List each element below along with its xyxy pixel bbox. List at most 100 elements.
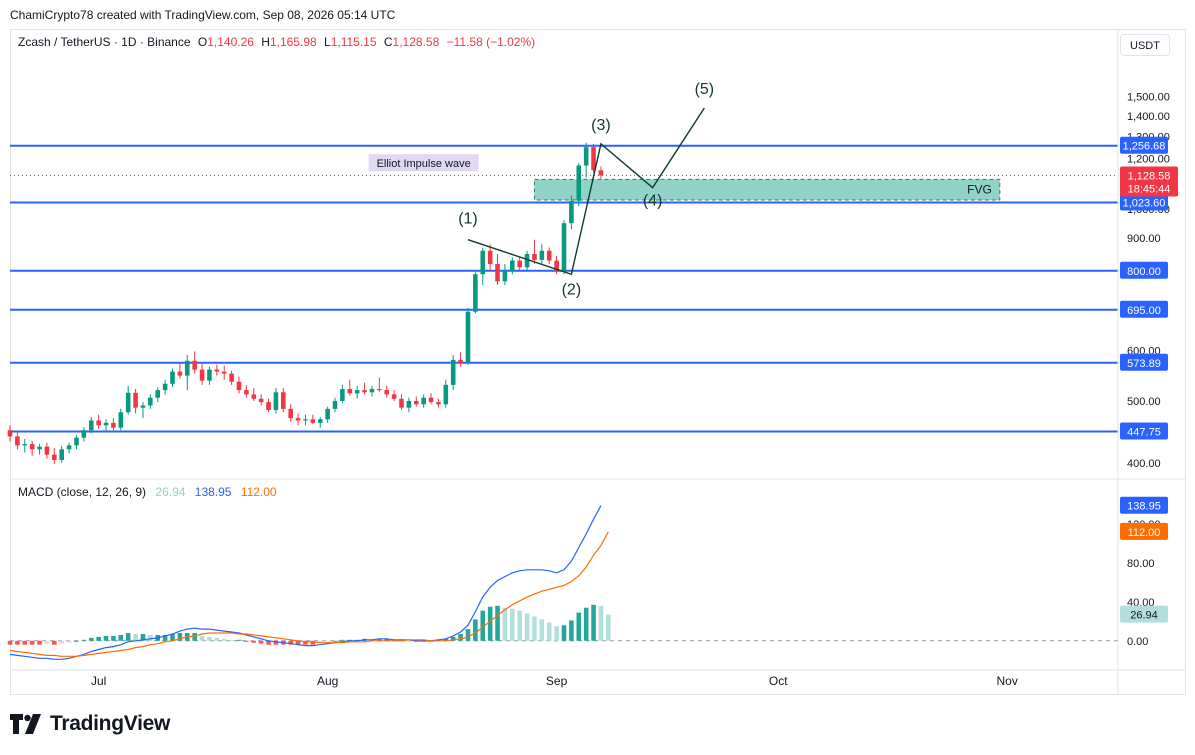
macd-hist-value: 26.94 bbox=[155, 485, 186, 499]
level-price-label: 573.89 bbox=[1127, 358, 1161, 370]
tradingview-wordmark: TradingView bbox=[50, 712, 171, 735]
candle-body bbox=[155, 390, 161, 398]
level-price-label: 1,256.68 bbox=[1123, 141, 1166, 153]
macd-histogram-bar bbox=[598, 605, 604, 641]
candle-body bbox=[192, 360, 197, 370]
candle-body bbox=[502, 270, 508, 282]
candle-body bbox=[96, 420, 101, 426]
currency-selector[interactable]: USDT bbox=[1120, 34, 1170, 56]
candle-body bbox=[524, 253, 530, 268]
candle-body bbox=[162, 383, 168, 391]
level-price-label: 1,023.60 bbox=[1123, 198, 1166, 210]
macd-histogram-bar bbox=[22, 640, 28, 645]
macd-histogram-bar bbox=[7, 640, 13, 645]
candle-body bbox=[214, 369, 220, 372]
time-axis-label: Aug bbox=[317, 674, 338, 688]
wave-label: (3) bbox=[591, 117, 611, 134]
macd-histogram-bar bbox=[317, 640, 323, 643]
candle-body bbox=[340, 389, 345, 401]
macd-histogram-bar bbox=[332, 640, 338, 642]
macd-histogram-bar bbox=[443, 638, 449, 641]
candle-body bbox=[576, 165, 582, 201]
candle-body bbox=[37, 446, 42, 450]
candle-body bbox=[207, 369, 212, 381]
candle-body bbox=[458, 359, 463, 363]
candle-body bbox=[221, 371, 227, 374]
candle-body bbox=[391, 394, 397, 399]
candle-body bbox=[81, 430, 87, 438]
macd-histogram-bar bbox=[236, 639, 242, 641]
macd-line-tag bbox=[1120, 496, 1168, 514]
macd-histogram-bar bbox=[539, 619, 545, 641]
macd-signal-tag-label: 112.00 bbox=[1128, 527, 1161, 539]
candle-body bbox=[74, 437, 79, 446]
macd-histogram-bar bbox=[465, 629, 471, 641]
candle-body bbox=[251, 394, 257, 399]
level-price-tag bbox=[1120, 193, 1168, 211]
price-tick-label: 1,400.00 bbox=[1127, 111, 1170, 123]
candle-body bbox=[443, 384, 449, 405]
annotation-box bbox=[368, 154, 479, 172]
macd-histogram-bar bbox=[258, 640, 264, 644]
candle-body bbox=[184, 360, 190, 376]
symbol-name[interactable]: Zcash / TetherUS · 1D · Binance bbox=[18, 35, 191, 49]
fvg-zone bbox=[533, 178, 1001, 201]
macd-histogram-bar bbox=[221, 638, 227, 641]
candle-body bbox=[244, 390, 249, 395]
open-value: 1,140.26 bbox=[207, 35, 254, 49]
macd-histogram-bar bbox=[74, 640, 79, 642]
macd-title[interactable]: MACD (close, 12, 26, 9) bbox=[18, 485, 147, 499]
price-tick-label: 1,500.00 bbox=[1127, 92, 1170, 104]
price-tick-label: 900.00 bbox=[1127, 233, 1161, 245]
macd-histogram-bar bbox=[111, 635, 116, 641]
macd-histogram-bar bbox=[554, 626, 559, 641]
macd-histogram-bar bbox=[510, 608, 515, 641]
candle-body bbox=[428, 397, 434, 403]
candle-body bbox=[66, 445, 72, 450]
candle-body bbox=[347, 389, 353, 394]
macd-histogram-bar bbox=[340, 639, 345, 641]
macd-tick-label: 0.00 bbox=[1127, 636, 1148, 648]
candle-body bbox=[487, 250, 493, 264]
macd-histogram-bar bbox=[561, 625, 567, 641]
candle-body bbox=[517, 260, 522, 268]
macd-histogram-bar bbox=[29, 640, 35, 645]
macd-hist-tag-label: 26.94 bbox=[1130, 610, 1158, 622]
macd-histogram-bar bbox=[118, 634, 124, 641]
macd-histogram-bar bbox=[591, 604, 596, 641]
macd-histogram-bar bbox=[177, 633, 183, 641]
macd-line bbox=[9, 505, 602, 660]
candle-body bbox=[288, 408, 293, 419]
macd-histogram-bar bbox=[66, 640, 72, 643]
candle-body bbox=[473, 274, 478, 312]
tradingview-logo: TradingView bbox=[10, 712, 170, 736]
candle-body bbox=[15, 436, 20, 446]
macd-histogram-bar bbox=[15, 640, 20, 645]
candle-body bbox=[399, 398, 404, 408]
macd-histogram-bar bbox=[583, 607, 589, 641]
macd-histogram-bar bbox=[37, 640, 42, 645]
candle-body bbox=[59, 449, 64, 461]
macd-legend: MACD (close, 12, 26, 9) 26.94 138.95 112… bbox=[18, 485, 277, 499]
macd-histogram-bar bbox=[103, 635, 109, 641]
candle-body bbox=[554, 260, 559, 271]
candle-body bbox=[258, 398, 264, 403]
macd-histogram-bar bbox=[480, 610, 486, 641]
level-price-label: 447.75 bbox=[1127, 427, 1161, 439]
level-price-tag bbox=[1120, 422, 1168, 440]
low-value: 1,115.15 bbox=[330, 35, 377, 49]
candle-body bbox=[421, 397, 426, 405]
candle-body bbox=[118, 412, 124, 428]
wave-label: (4) bbox=[643, 193, 663, 210]
macd-histogram-bar bbox=[52, 640, 57, 645]
candle-body bbox=[29, 444, 35, 450]
axes: 400.00500.00600.00700.00800.00900.001,00… bbox=[10, 30, 1186, 694]
macd-histogram-bar bbox=[170, 633, 175, 641]
candle-body bbox=[140, 405, 146, 408]
candle-body bbox=[332, 400, 338, 409]
close-value: 1,128.58 bbox=[392, 35, 440, 49]
macd-histogram-bar bbox=[473, 619, 478, 641]
candle-body bbox=[103, 422, 109, 426]
candle-body bbox=[325, 408, 330, 420]
